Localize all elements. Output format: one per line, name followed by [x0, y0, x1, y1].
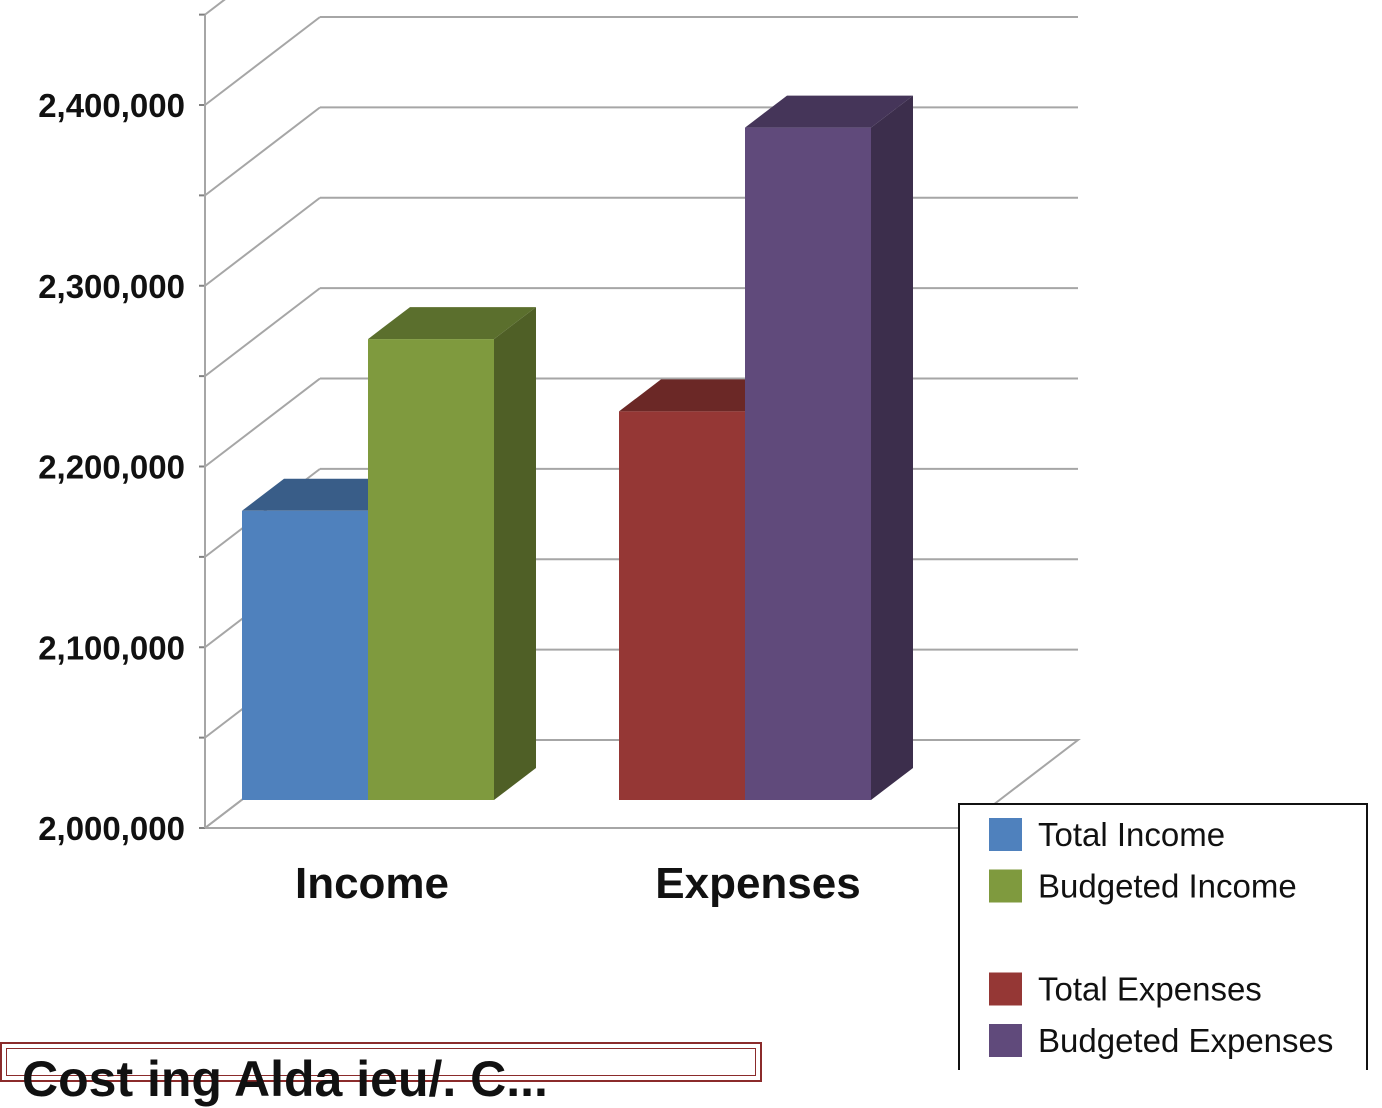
legend-swatch	[989, 1024, 1022, 1057]
legend-label: Total Expenses	[1038, 971, 1262, 1008]
legend-label: Budgeted Income	[1038, 868, 1297, 905]
legend-label: Budgeted Expenses	[1038, 1022, 1333, 1059]
bars	[242, 95, 913, 801]
y-tick-label: 2,200,000	[38, 449, 185, 486]
legend-box	[958, 803, 1368, 1070]
bar-chart: 2,000,000 2,100,000 2,200,000 2,300,000 2,40…	[38, 0, 1368, 1070]
y-tick-label: 2,400,000	[38, 87, 185, 124]
bar-front	[368, 339, 494, 800]
grid-line-depth	[204, 106, 321, 197]
bar-top	[368, 307, 536, 340]
bar-front	[242, 510, 368, 800]
y-tick-label: 2,000,000	[38, 810, 185, 847]
legend: Total Income Budgeted Income Total Expense…	[958, 803, 1368, 1070]
grid-line-depth	[204, 287, 321, 377]
grid-line-depth	[204, 196, 321, 287]
legend-swatch	[989, 972, 1022, 1006]
bar-front	[745, 127, 871, 801]
y-tick-label: 2,300,000	[38, 268, 185, 305]
x-category-label: Income	[295, 859, 449, 908]
legend-label: Total Income	[1038, 816, 1225, 853]
bar-side	[494, 307, 536, 800]
axis-labels: 2,000,000 2,100,000 2,200,000 2,300,000 2,40…	[38, 87, 861, 908]
bar-budgeted-expenses	[745, 95, 913, 801]
y-tick-label: 2,100,000	[38, 629, 185, 666]
bar-top	[745, 95, 913, 128]
legend-swatch	[989, 818, 1022, 851]
grid-line-depth	[204, 377, 321, 468]
x-category-label: Expenses	[655, 859, 860, 908]
grid-line-depth	[204, 0, 226, 16]
grid-line-depth	[204, 16, 321, 106]
caption-text: Cost ing Alda ieu/. C...	[22, 1051, 548, 1107]
bar-front	[619, 411, 745, 800]
legend-swatch	[989, 869, 1022, 903]
bar-side	[871, 95, 913, 801]
bar-budgeted-income	[368, 307, 536, 800]
